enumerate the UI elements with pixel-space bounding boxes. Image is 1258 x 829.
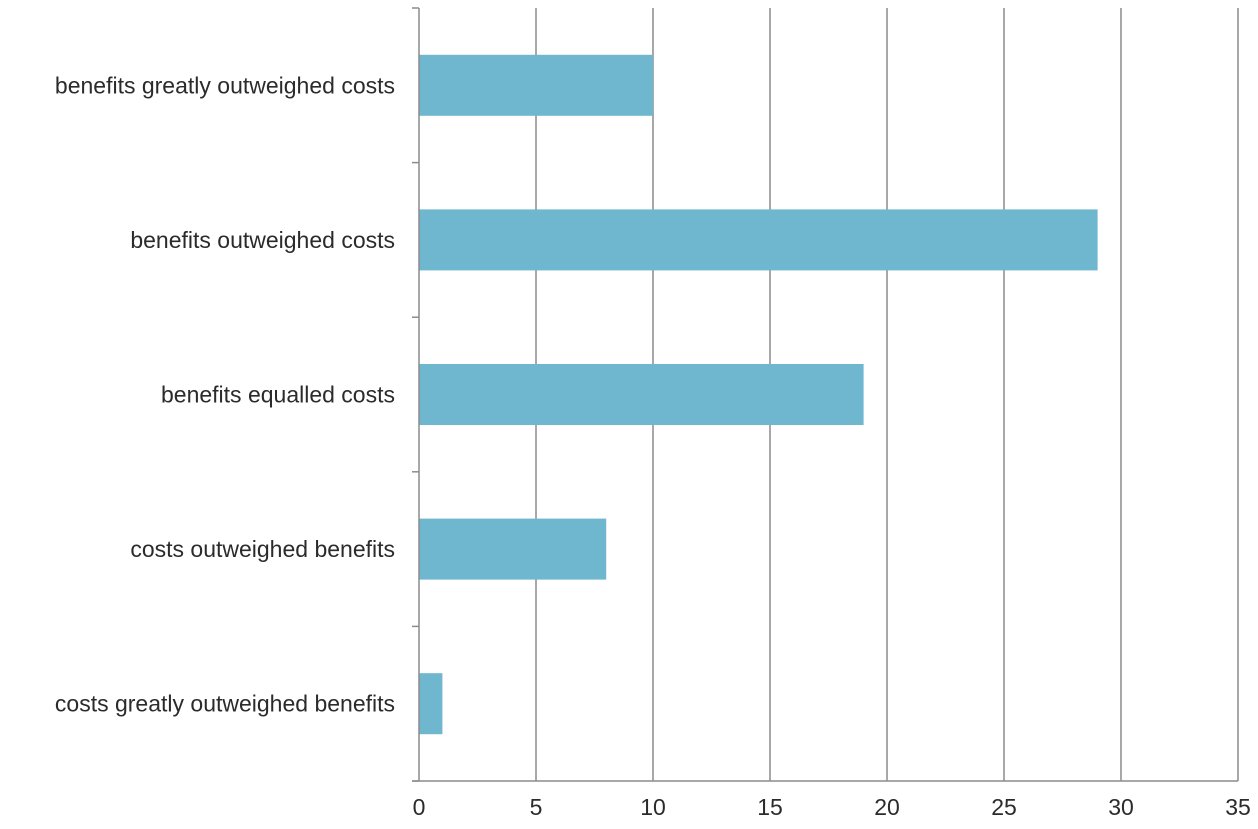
x-tick-label: 35 [1225,794,1251,820]
x-tick-label: 15 [757,794,783,820]
bar [419,54,653,116]
bar [419,673,443,735]
bar [419,518,607,580]
x-tick-label: 10 [640,794,666,820]
x-tick-label: 30 [1108,794,1134,820]
category-label: benefits equalled costs [161,382,395,408]
category-label: costs greatly outweighed benefits [55,691,395,717]
label-layer: 0 5 10 15 20 25 30 35 benefits greatly outweighe… [55,72,1251,820]
bar [419,209,1098,271]
x-tick-label: 25 [991,794,1017,820]
category-label: benefits greatly outweighed costs [55,72,395,98]
bar [419,364,864,425]
bar-layer [419,54,1098,735]
x-tick-label: 20 [874,794,900,820]
category-label: costs outweighed benefits [130,536,395,562]
category-label: benefits outweighed costs [130,227,395,253]
axis-layer [412,7,1238,782]
x-tick-label: 0 [413,794,426,820]
x-tick-label: 5 [530,794,543,820]
